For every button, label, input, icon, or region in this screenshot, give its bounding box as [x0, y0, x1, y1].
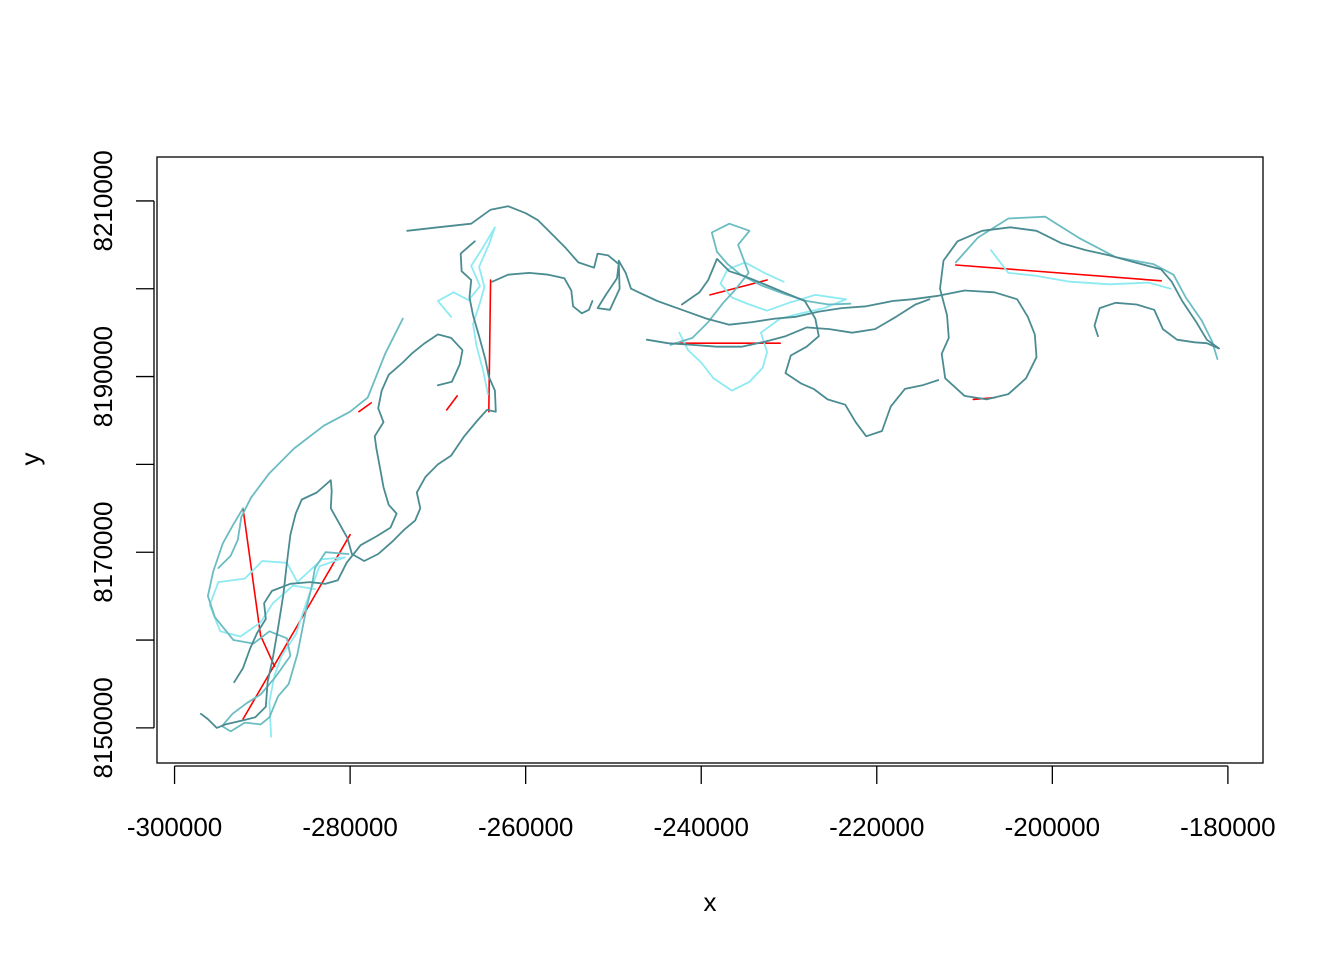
- y-axis-label: y: [15, 453, 45, 466]
- series-13-track: [681, 257, 940, 438]
- series-5-track: [206, 507, 350, 733]
- x-tick-label: -260000: [478, 812, 573, 842]
- series-0-segment-6: [358, 402, 373, 413]
- series-7-track: [669, 222, 852, 346]
- series-9-track: [406, 205, 1220, 401]
- plot-frame: [156, 156, 1264, 764]
- x-tick-label: -280000: [302, 812, 397, 842]
- series-0-segment-2: [487, 279, 492, 413]
- series-11-track: [199, 240, 497, 729]
- series-2-track: [436, 226, 496, 396]
- x-tick-label: -200000: [1005, 812, 1100, 842]
- series-12-track: [233, 333, 464, 684]
- y-axis: 8150000 8170000 8190000 8210000: [88, 150, 155, 779]
- series-3-track: [678, 261, 847, 392]
- y-tick-label: 8210000: [88, 150, 118, 251]
- series-8-track: [954, 215, 1219, 360]
- series-0-segment-0: [242, 507, 276, 668]
- x-tick-label: -220000: [829, 812, 924, 842]
- series-14-track: [645, 298, 931, 348]
- series-4-track: [990, 249, 1172, 290]
- series-10-track: [491, 271, 594, 315]
- y-tick-label: 8170000: [88, 502, 118, 603]
- series-0-segment-7: [445, 395, 459, 411]
- x-axis-label: x: [704, 887, 717, 917]
- x-axis: -300000 -280000 -260000 -240000 -220000 -2000…: [127, 765, 1276, 842]
- x-tick-label: -300000: [127, 812, 222, 842]
- x-tick-label: -240000: [654, 812, 749, 842]
- series-6-track: [217, 317, 404, 569]
- x-tick-label: -180000: [1180, 812, 1275, 842]
- series-0-segment-5: [954, 264, 1162, 282]
- y-tick-label: 8190000: [88, 326, 118, 427]
- data-layer: [199, 205, 1220, 738]
- y-tick-label: 8150000: [88, 677, 118, 778]
